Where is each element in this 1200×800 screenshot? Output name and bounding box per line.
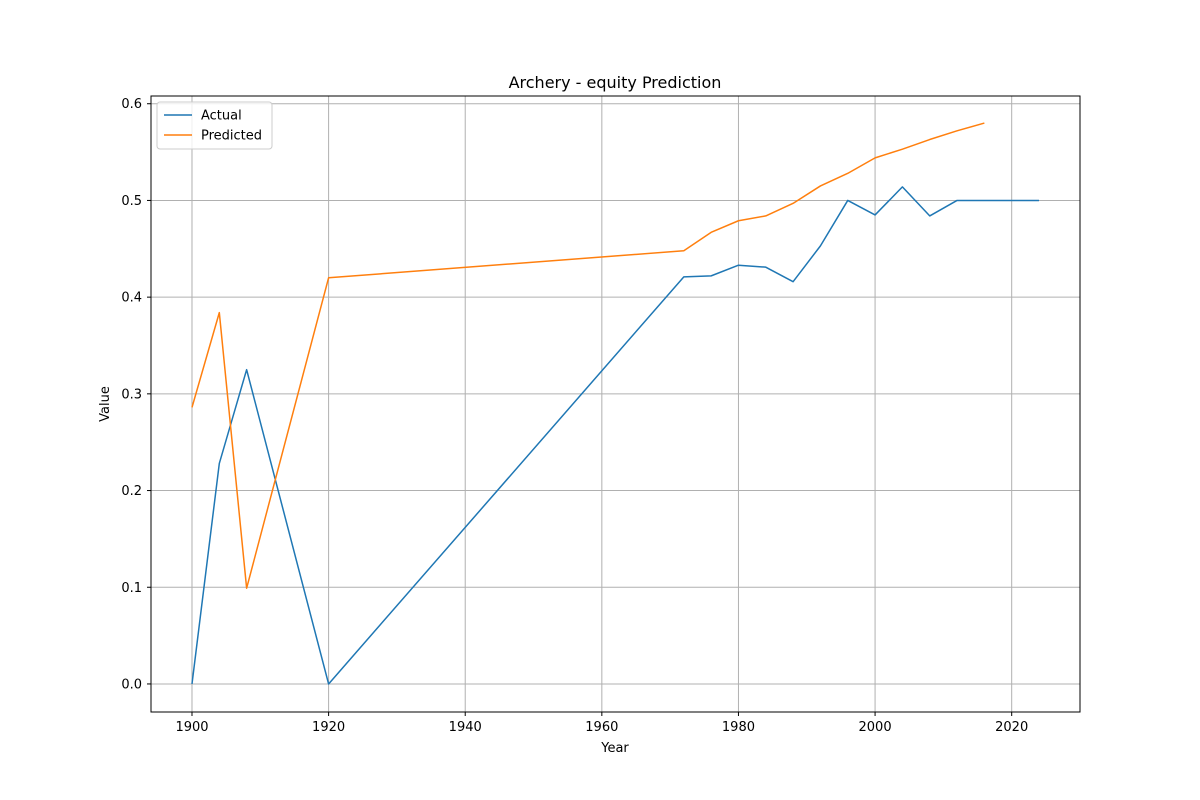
- y-tick-label: 0.2: [121, 484, 142, 499]
- x-tick-label: 1920: [312, 720, 345, 735]
- y-tick-label: 0.5: [121, 194, 142, 209]
- series-line-predicted: [191, 122, 985, 589]
- x-tick-label: 1940: [449, 720, 482, 735]
- x-tick-label: 1960: [585, 720, 618, 735]
- legend: Actual Predicted: [156, 101, 273, 150]
- plot-area-frame: [150, 95, 1081, 713]
- y-tick-label: 0.4: [121, 291, 142, 306]
- grid-lines: [151, 96, 1080, 712]
- x-tick-label: 2000: [859, 720, 892, 735]
- axis-ticks: 1900 1920 1940 1960 1980 2000 2020 0.0 0.1 0.2 0.3…: [121, 97, 1028, 735]
- plot-series: [191, 122, 1040, 685]
- y-tick-label: 0.0: [121, 677, 142, 692]
- y-tick-label: 0.3: [121, 387, 142, 402]
- legend-box: [156, 101, 273, 150]
- y-tick-label: 0.6: [121, 97, 142, 112]
- series-line-actual: [191, 186, 1040, 685]
- x-tick-label: 2020: [995, 720, 1028, 735]
- x-axis-label: Year: [600, 741, 629, 756]
- x-tick-label: 1900: [175, 720, 208, 735]
- chart-title: Archery - equity Prediction: [509, 73, 722, 92]
- x-tick-label: 1980: [722, 720, 755, 735]
- legend-label-actual: Actual: [201, 109, 242, 124]
- y-tick-label: 0.1: [121, 581, 142, 596]
- y-axis-label: Value: [98, 386, 113, 422]
- legend-label-predicted: Predicted: [201, 129, 262, 144]
